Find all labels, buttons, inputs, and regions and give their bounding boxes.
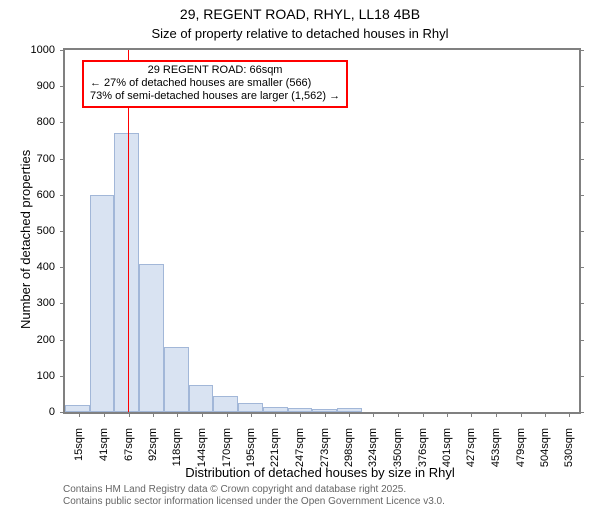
- histogram-bar: [90, 195, 115, 412]
- x-tick: [202, 412, 203, 417]
- x-tick: [251, 412, 252, 417]
- x-tick: [423, 412, 424, 417]
- x-tick-label: 298sqm: [343, 428, 355, 467]
- histogram-bar: [164, 347, 189, 412]
- y-tick: [579, 303, 584, 304]
- y-tick: [579, 376, 584, 377]
- callout-line1: 29 REGENT ROAD: 66sqm: [90, 64, 340, 77]
- x-tick: [569, 412, 570, 417]
- x-tick: [129, 412, 130, 417]
- x-tick-label: 41sqm: [98, 428, 110, 461]
- x-tick: [79, 412, 80, 417]
- x-tick: [398, 412, 399, 417]
- x-tick-label: 350sqm: [392, 428, 404, 467]
- callout-line2: ← 27% of detached houses are smaller (56…: [90, 77, 340, 90]
- histogram-bar: [213, 396, 238, 412]
- x-axis-label: Distribution of detached houses by size …: [63, 465, 577, 480]
- chart-container: 29, REGENT ROAD, RHYL, LL18 4BB Size of …: [0, 0, 600, 500]
- y-tick: [60, 340, 65, 341]
- x-tick-label: 118sqm: [171, 428, 183, 466]
- y-axis-label: Number of detached properties: [18, 150, 33, 329]
- y-tick: [579, 50, 584, 51]
- x-tick-label: 92sqm: [147, 428, 159, 461]
- footer-line2: Contains public sector information licen…: [63, 496, 445, 508]
- y-tick: [60, 159, 65, 160]
- x-tick: [545, 412, 546, 417]
- x-tick: [275, 412, 276, 417]
- x-tick-label: 453sqm: [490, 428, 502, 467]
- histogram-bar: [189, 385, 214, 412]
- y-tick: [579, 159, 584, 160]
- y-tick: [60, 122, 65, 123]
- x-tick: [177, 412, 178, 417]
- x-tick-label: 427sqm: [465, 428, 477, 467]
- x-tick-label: 479sqm: [515, 428, 527, 467]
- x-tick: [521, 412, 522, 417]
- y-tick: [60, 231, 65, 232]
- x-tick: [153, 412, 154, 417]
- y-tick: [579, 86, 584, 87]
- x-tick-label: 15sqm: [73, 428, 85, 461]
- x-tick: [300, 412, 301, 417]
- histogram-bar: [238, 403, 263, 412]
- y-tick: [579, 412, 584, 413]
- footer-attribution: Contains HM Land Registry data © Crown c…: [63, 484, 445, 508]
- y-tick: [579, 340, 584, 341]
- x-tick-label: 221sqm: [269, 428, 281, 467]
- x-tick-label: 195sqm: [245, 428, 257, 467]
- x-tick: [471, 412, 472, 417]
- y-tick: [60, 267, 65, 268]
- chart-title-line2: Size of property relative to detached ho…: [0, 26, 600, 41]
- x-tick: [104, 412, 105, 417]
- x-tick-label: 67sqm: [123, 428, 135, 461]
- footer-line1: Contains HM Land Registry data © Crown c…: [63, 484, 445, 496]
- histogram-bar: [65, 405, 90, 412]
- histogram-bar: [139, 264, 164, 412]
- y-tick: [60, 86, 65, 87]
- y-tick: [60, 376, 65, 377]
- chart-title-line1: 29, REGENT ROAD, RHYL, LL18 4BB: [0, 6, 600, 22]
- property-callout: 29 REGENT ROAD: 66sqm← 27% of detached h…: [82, 60, 348, 108]
- x-tick: [447, 412, 448, 417]
- y-tick: [60, 50, 65, 51]
- x-tick-label: 247sqm: [294, 428, 306, 467]
- x-tick: [349, 412, 350, 417]
- x-tick-label: 504sqm: [539, 428, 551, 467]
- x-tick-label: 170sqm: [221, 428, 233, 467]
- x-tick: [373, 412, 374, 417]
- x-tick: [496, 412, 497, 417]
- y-tick: [60, 412, 65, 413]
- y-tick: [579, 231, 584, 232]
- x-tick: [227, 412, 228, 417]
- x-tick-label: 273sqm: [319, 428, 331, 467]
- x-tick-label: 401sqm: [441, 428, 453, 467]
- x-tick-label: 324sqm: [367, 428, 379, 467]
- x-tick-label: 530sqm: [563, 428, 575, 467]
- y-tick: [579, 267, 584, 268]
- callout-line3: 73% of semi-detached houses are larger (…: [90, 90, 340, 103]
- x-tick: [325, 412, 326, 417]
- y-tick: [60, 303, 65, 304]
- x-tick-label: 376sqm: [417, 428, 429, 467]
- plot-area: 0100200300400500600700800900100015sqm41s…: [63, 48, 581, 414]
- y-tick: [60, 195, 65, 196]
- y-tick: [579, 122, 584, 123]
- x-tick-label: 144sqm: [196, 428, 208, 467]
- y-tick: [579, 195, 584, 196]
